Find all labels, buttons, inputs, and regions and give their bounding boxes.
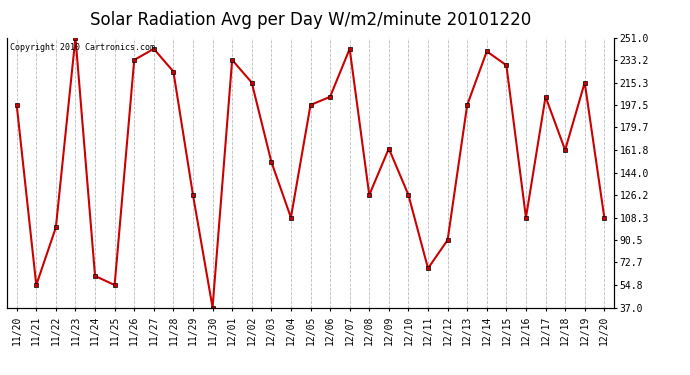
Text: Solar Radiation Avg per Day W/m2/minute 20101220: Solar Radiation Avg per Day W/m2/minute … [90,11,531,29]
Text: Copyright 2010 Cartronics.com: Copyright 2010 Cartronics.com [10,43,155,52]
